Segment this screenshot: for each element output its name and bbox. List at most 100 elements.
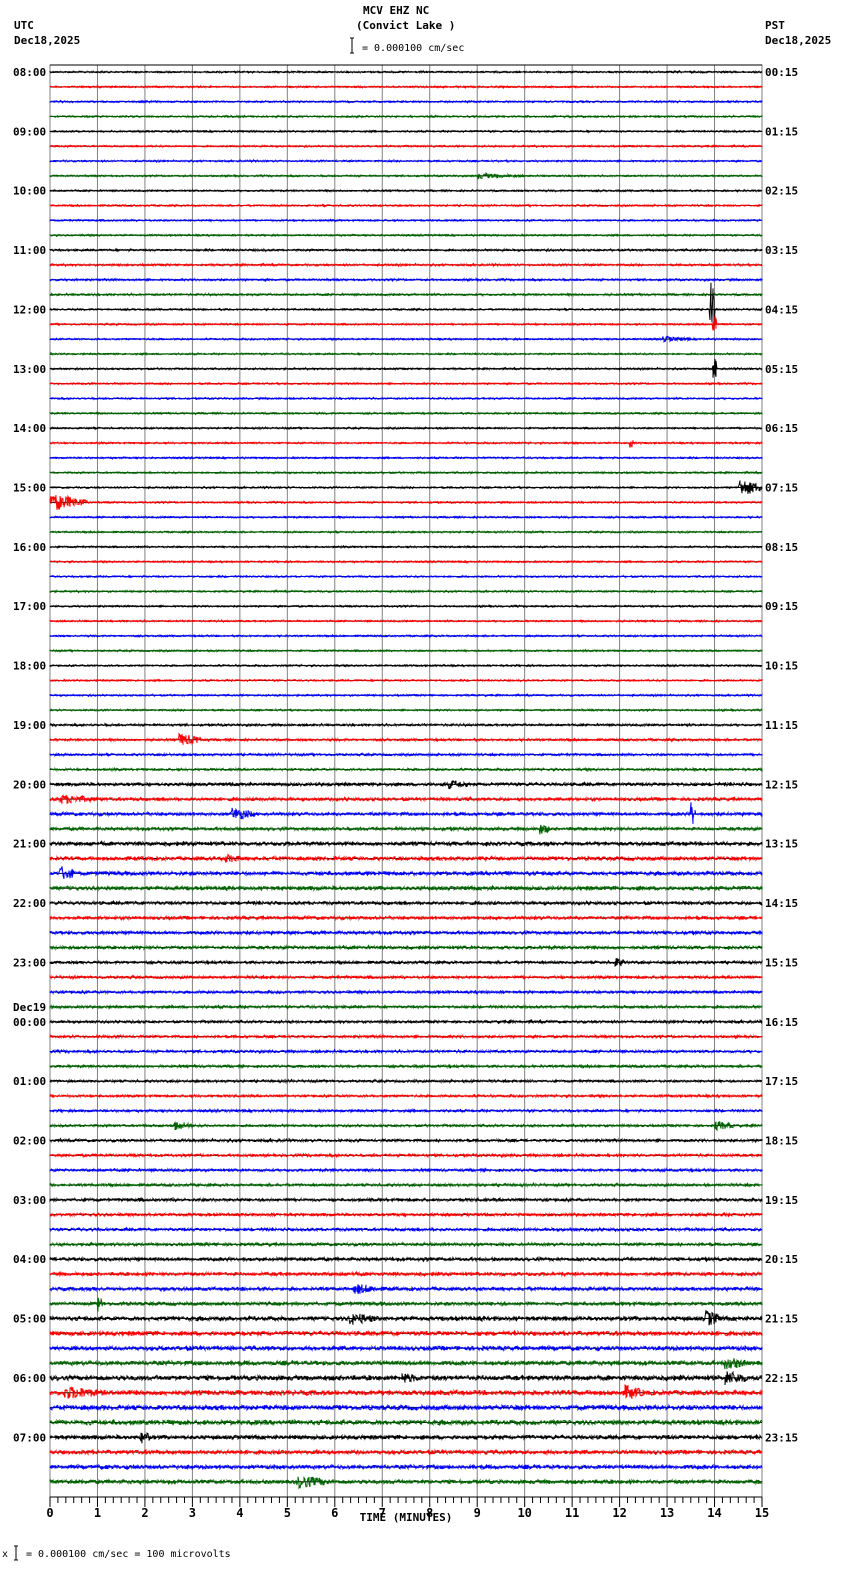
utc-date-label: Dec19 xyxy=(13,1001,46,1014)
seismic-trace xyxy=(49,529,763,535)
pst-hour-label: 23:15 xyxy=(765,1431,798,1444)
seismic-trace xyxy=(49,899,763,907)
utc-hour-label: 19:00 xyxy=(13,719,46,732)
seismic-trace xyxy=(49,203,763,208)
pst-hour-label: 08:15 xyxy=(765,541,798,554)
pst-hour-label: 10:15 xyxy=(765,660,798,673)
seismic-trace xyxy=(49,396,763,401)
seismic-trace xyxy=(49,957,763,967)
seismic-trace xyxy=(49,944,763,951)
right-timezone: PST xyxy=(765,19,785,32)
utc-hour-label: 07:00 xyxy=(13,1431,46,1444)
seismic-trace xyxy=(49,84,763,90)
pst-hour-label: 13:15 xyxy=(765,838,798,851)
seismic-trace xyxy=(49,158,763,164)
seismic-trace xyxy=(49,974,763,981)
right-date: Dec18,2025 xyxy=(765,34,832,47)
seismic-trace xyxy=(49,514,763,520)
seismic-trace xyxy=(49,440,763,448)
pst-hour-label: 07:15 xyxy=(765,482,798,495)
x-tick-label: 3 xyxy=(189,1506,196,1520)
seismic-trace xyxy=(49,470,763,475)
utc-hour-label: 10:00 xyxy=(13,185,46,198)
seismic-trace xyxy=(49,411,763,416)
seismic-trace xyxy=(49,129,763,134)
seismic-trace xyxy=(49,1048,763,1055)
utc-hour-label: 20:00 xyxy=(13,778,46,791)
utc-hour-label: 17:00 xyxy=(13,600,46,613)
seismic-trace xyxy=(49,1093,763,1099)
utc-hour-label: 02:00 xyxy=(13,1134,46,1147)
seismic-trace xyxy=(49,99,763,104)
seismic-trace xyxy=(49,1344,763,1353)
seismic-trace xyxy=(49,802,763,824)
seismic-trace xyxy=(49,693,763,698)
x-tick-label: 13 xyxy=(660,1506,674,1520)
pst-hour-label: 20:15 xyxy=(765,1253,798,1266)
seismic-trace xyxy=(49,1310,763,1326)
utc-hour-label: 21:00 xyxy=(13,838,46,851)
utc-hour-label: 05:00 xyxy=(13,1313,46,1326)
pst-hour-label: 12:15 xyxy=(765,778,798,791)
seismic-trace xyxy=(49,292,763,298)
seismic-trace xyxy=(49,853,763,863)
utc-hour-label: 14:00 xyxy=(13,422,46,435)
pst-hour-label: 06:15 xyxy=(765,422,798,435)
seismic-trace xyxy=(49,824,763,835)
seismic-trace xyxy=(49,1358,763,1370)
seismic-trace xyxy=(49,1137,763,1144)
seismic-trace xyxy=(49,494,763,510)
pst-hour-label: 01:15 xyxy=(765,125,798,138)
seismic-trace xyxy=(49,1033,763,1040)
seismic-trace xyxy=(49,648,763,654)
seismic-trace xyxy=(49,633,763,639)
seismic-trace xyxy=(49,1018,763,1025)
pst-hour-label: 21:15 xyxy=(765,1313,798,1326)
seismic-trace xyxy=(49,780,763,790)
pst-hour-label: 17:15 xyxy=(765,1075,798,1088)
x-tick-label: 11 xyxy=(565,1506,579,1520)
pst-hour-label: 22:15 xyxy=(765,1372,798,1385)
seismic-trace xyxy=(49,1476,763,1490)
seismic-trace xyxy=(49,794,763,804)
seismic-trace xyxy=(49,1063,763,1070)
seismic-trace xyxy=(49,1167,763,1174)
seismic-trace xyxy=(49,1463,763,1471)
pst-hour-label: 03:15 xyxy=(765,244,798,257)
seismic-trace xyxy=(49,1270,763,1278)
seismic-trace xyxy=(49,262,763,268)
pst-hour-label: 00:15 xyxy=(765,66,798,79)
seismic-trace xyxy=(49,722,763,728)
seismic-trace xyxy=(49,358,763,378)
seismic-trace xyxy=(49,425,763,431)
seismic-trace xyxy=(49,1403,763,1412)
seismic-trace xyxy=(49,233,763,238)
utc-hour-label: 13:00 xyxy=(13,363,46,376)
seismic-trace xyxy=(49,1120,763,1132)
x-tick-label: 6 xyxy=(331,1506,338,1520)
pst-hour-label: 11:15 xyxy=(765,719,798,732)
utc-hour-label: 11:00 xyxy=(13,244,46,257)
utc-hour-label: 09:00 xyxy=(13,125,46,138)
utc-hour-label: 16:00 xyxy=(13,541,46,554)
x-tick-label: 2 xyxy=(141,1506,148,1520)
seismic-trace xyxy=(49,914,763,922)
seismic-trace xyxy=(49,589,763,594)
seismic-trace xyxy=(49,544,763,550)
seismic-trace xyxy=(49,277,763,283)
utc-hour-label: 06:00 xyxy=(13,1372,46,1385)
pst-hour-label: 04:15 xyxy=(765,303,798,316)
utc-hour-label: 00:00 xyxy=(13,1016,46,1029)
seismic-trace xyxy=(49,69,763,75)
utc-hour-label: 03:00 xyxy=(13,1194,46,1207)
scale-label: = 0.000100 cm/sec xyxy=(362,43,465,54)
seismic-trace xyxy=(49,315,763,331)
x-tick-label: 8 xyxy=(426,1506,433,1520)
utc-hour-label: 23:00 xyxy=(13,956,46,969)
seismic-trace xyxy=(49,282,763,327)
footer-scale-prefix: x xyxy=(2,1549,9,1560)
x-tick-label: 14 xyxy=(707,1506,721,1520)
pst-hour-label: 16:15 xyxy=(765,1016,798,1029)
seismic-trace xyxy=(49,1297,763,1312)
seismic-trace xyxy=(49,1107,763,1114)
